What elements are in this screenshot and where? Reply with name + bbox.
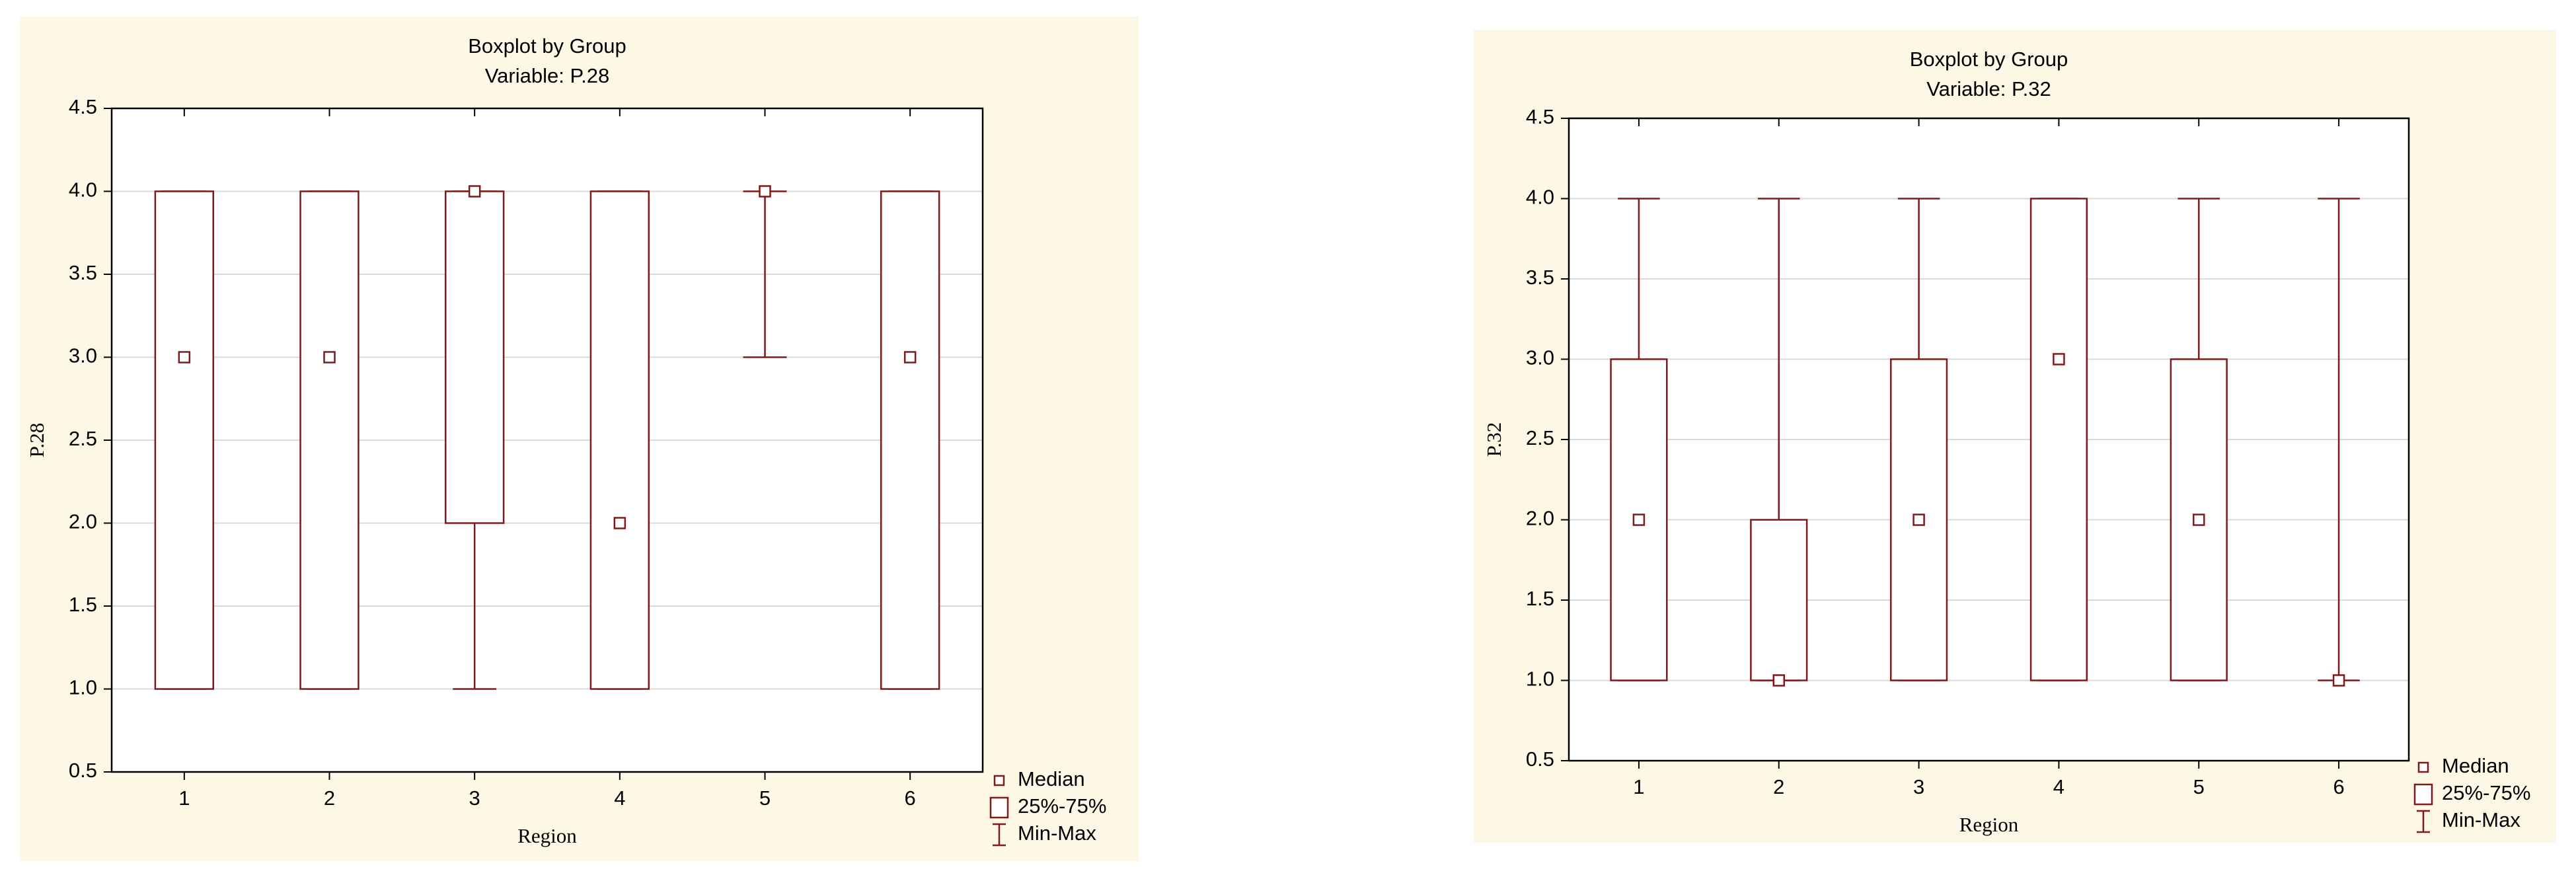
x-tick-label: 3 xyxy=(1913,775,1924,798)
chart-title: Boxplot by Group xyxy=(468,34,626,57)
chart-subtitle: Variable: P.28 xyxy=(485,64,609,87)
median xyxy=(613,517,626,529)
y-tick-label: 1.0 xyxy=(69,676,97,699)
legend-label: Min-Max xyxy=(2442,808,2520,831)
median xyxy=(2053,353,2065,365)
legend-box-icon xyxy=(2413,783,2433,806)
plot-frame xyxy=(110,107,984,773)
y-tick-label: 3.5 xyxy=(1526,266,1554,289)
median xyxy=(2193,514,2205,526)
median xyxy=(1772,674,1785,687)
legend-label: Median xyxy=(1018,767,1085,790)
x-tick-label: 2 xyxy=(1773,775,1784,798)
y-tick-label: 1.5 xyxy=(1526,587,1554,610)
box xyxy=(444,190,505,524)
y-axis-label: P.32 xyxy=(1482,422,1505,457)
y-tick-label: 4.0 xyxy=(69,178,97,202)
legend-label: 25%-75% xyxy=(2442,781,2530,804)
x-tick-label: 4 xyxy=(614,786,625,810)
y-axis-label: P.28 xyxy=(25,423,48,458)
median xyxy=(178,351,191,363)
x-axis-label: Region xyxy=(1959,813,2019,836)
y-tick-label: 3.5 xyxy=(69,261,97,284)
y-tick-label: 3.0 xyxy=(69,344,97,367)
median xyxy=(468,185,481,198)
x-tick-label: 1 xyxy=(178,786,190,810)
box xyxy=(880,190,940,690)
y-tick-label: 2.0 xyxy=(69,510,97,533)
y-tick-label: 2.5 xyxy=(69,427,97,450)
legend-median-icon xyxy=(2417,761,2429,773)
x-tick-label: 6 xyxy=(905,786,916,810)
box xyxy=(154,190,215,690)
x-tick-label: 3 xyxy=(469,786,480,810)
y-tick-label: 4.5 xyxy=(69,95,97,118)
x-tick-label: 1 xyxy=(1633,775,1644,798)
median xyxy=(759,185,771,198)
box xyxy=(2029,198,2088,681)
y-tick-label: 4.5 xyxy=(1526,105,1554,128)
box xyxy=(299,190,360,690)
x-tick-label: 5 xyxy=(2193,775,2205,798)
x-axis-label: Region xyxy=(517,824,577,847)
legend-label: Min-Max xyxy=(1018,822,1096,845)
median xyxy=(323,351,336,363)
x-tick-label: 5 xyxy=(759,786,771,810)
chart-title: Boxplot by Group xyxy=(1910,48,2068,71)
plot-frame xyxy=(1568,117,2410,762)
median xyxy=(1913,514,1925,526)
box xyxy=(589,190,650,690)
median xyxy=(903,351,917,363)
y-tick-label: 1.5 xyxy=(69,593,97,616)
y-tick-label: 4.0 xyxy=(1526,186,1554,209)
legend-label: Median xyxy=(2442,754,2509,777)
y-tick-label: 0.5 xyxy=(1526,747,1554,771)
legend-box-icon xyxy=(989,796,1009,819)
y-tick-label: 2.5 xyxy=(1526,426,1554,449)
y-tick-label: 1.0 xyxy=(1526,668,1554,691)
median xyxy=(1632,514,1646,526)
y-tick-label: 0.5 xyxy=(69,759,97,782)
y-tick-label: 3.0 xyxy=(1526,346,1554,369)
legend-median-icon xyxy=(993,775,1005,786)
legend-label: 25%-75% xyxy=(1018,794,1106,818)
chart-subtitle: Variable: P.32 xyxy=(1926,77,2051,100)
x-tick-label: 4 xyxy=(2053,775,2065,798)
x-tick-label: 2 xyxy=(324,786,335,810)
y-tick-label: 2.0 xyxy=(1526,507,1554,530)
x-tick-label: 6 xyxy=(2333,775,2344,798)
median xyxy=(2332,674,2345,687)
box xyxy=(1750,519,1808,681)
